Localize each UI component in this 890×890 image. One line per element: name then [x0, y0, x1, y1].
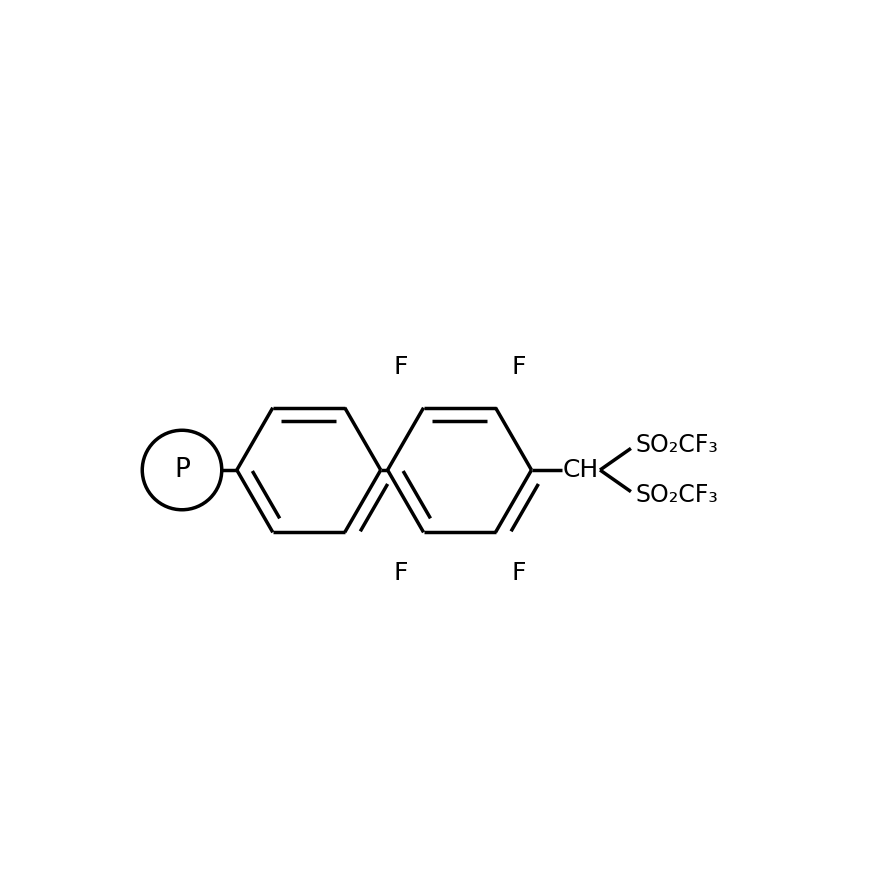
Text: SO₂CF₃: SO₂CF₃	[635, 433, 718, 457]
Text: SO₂CF₃: SO₂CF₃	[635, 483, 718, 507]
Text: F: F	[393, 355, 408, 379]
Text: CH: CH	[562, 458, 599, 482]
Text: F: F	[512, 355, 526, 379]
Text: P: P	[174, 457, 190, 483]
Text: F: F	[512, 561, 526, 585]
Text: F: F	[393, 561, 408, 585]
